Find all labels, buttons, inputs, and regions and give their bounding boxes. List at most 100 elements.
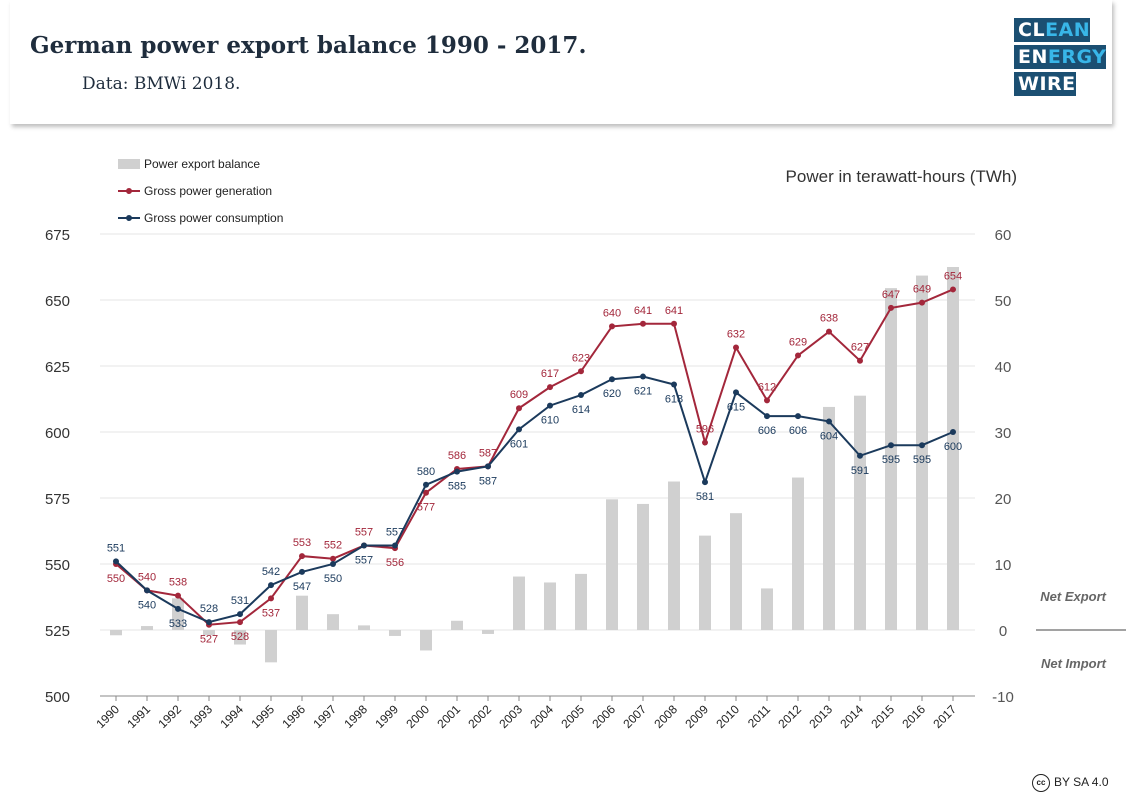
unit-label: Power in terawatt-hours (TWh) — [786, 167, 1017, 186]
y-right-tick-label: 50 — [995, 293, 1012, 310]
generation-data-label: 640 — [603, 307, 621, 319]
export-balance-bar — [110, 630, 122, 636]
consumption-point — [764, 413, 770, 420]
consumption-data-label: 585 — [448, 481, 466, 493]
generation-data-label: 609 — [510, 389, 528, 401]
export-balance-bar — [699, 535, 711, 630]
consumption-point — [485, 463, 491, 470]
consumption-point — [516, 426, 522, 433]
export-balance-bar — [947, 267, 959, 630]
consumption-data-label: 606 — [758, 425, 776, 437]
legend-label: Gross power generation — [144, 184, 272, 198]
generation-data-label: 586 — [448, 450, 466, 462]
consumption-data-label: 610 — [541, 415, 559, 427]
export-balance-bar — [451, 620, 463, 630]
generation-data-label: 528 — [231, 631, 249, 643]
generation-data-label: 556 — [386, 557, 404, 569]
consumption-point — [330, 561, 336, 567]
consumption-data-label: 557 — [355, 555, 373, 567]
generation-point — [640, 320, 646, 327]
generation-data-label: 527 — [200, 634, 218, 646]
export-balance-bar — [544, 582, 556, 630]
x-tick-label: 1995 — [248, 702, 277, 731]
generation-data-label: 553 — [293, 537, 311, 549]
x-tick-label: 2013 — [806, 702, 835, 731]
export-balance-bar — [885, 288, 897, 630]
x-tick-label: 2006 — [589, 702, 618, 731]
legend-label: Power export balance — [144, 157, 260, 171]
consumption-data-label: 618 — [665, 393, 683, 405]
consumption-point — [268, 582, 274, 589]
export-balance-bar — [203, 630, 215, 636]
y-left-tick-label: 600 — [45, 425, 70, 442]
y-right-tick-label: 60 — [995, 227, 1012, 244]
consumption-data-label: 547 — [293, 581, 311, 593]
y-right-tick-label: 30 — [995, 425, 1012, 442]
consumption-data-label: 528 — [200, 603, 218, 615]
generation-point — [268, 595, 274, 602]
consumption-point — [547, 402, 553, 409]
export-balance-bar — [358, 625, 370, 630]
generation-point — [175, 592, 181, 599]
export-balance-bar — [637, 503, 649, 630]
generation-point — [702, 439, 708, 446]
generation-data-label: 540 — [138, 571, 156, 583]
consumption-point — [950, 429, 956, 435]
generation-point — [826, 328, 832, 335]
x-tick-label: 1996 — [279, 702, 308, 731]
consumption-line — [115, 375, 954, 624]
x-tick-label: 2007 — [620, 702, 649, 731]
generation-data-label: 638 — [820, 313, 838, 325]
logo-row-clean: CLEAN — [1014, 18, 1091, 42]
consumption-point — [640, 373, 646, 380]
consumption-data-label: 600 — [944, 441, 962, 453]
consumption-point — [919, 442, 925, 449]
y-right-tick-label: 20 — [995, 491, 1012, 508]
export-balance-bar — [327, 614, 339, 630]
consumption-data-label: 620 — [603, 388, 621, 400]
consumption-data-label: 550 — [324, 573, 342, 585]
generation-data-label: 641 — [665, 305, 683, 317]
generation-point — [764, 397, 770, 404]
page-subtitle: Data: BMWi 2018. — [82, 74, 241, 94]
y-left-tick-label: 550 — [45, 557, 70, 574]
y-left-tick-label: 575 — [45, 491, 70, 508]
license: cc BY SA 4.0 — [1032, 774, 1109, 792]
export-balance-bar — [761, 588, 773, 630]
export-balance-bar — [296, 595, 308, 630]
generation-point — [733, 344, 739, 351]
x-tick-label: 2005 — [558, 702, 587, 731]
consumption-data-label: 581 — [696, 491, 714, 503]
legend-label: Gross power consumption — [144, 211, 283, 225]
consumption-data-label: 587 — [479, 475, 497, 487]
export-balance-bar — [265, 630, 277, 663]
consumption-point — [578, 392, 584, 399]
license-text: BY SA 4.0 — [1054, 775, 1109, 790]
generation-line — [115, 288, 954, 626]
consumption-point — [702, 479, 708, 486]
x-tick-label: 2001 — [434, 702, 463, 731]
consumption-data-label: 591 — [851, 465, 869, 477]
generation-point — [516, 405, 522, 412]
consumption-point — [113, 558, 119, 565]
consumption-data-label: 531 — [231, 595, 249, 607]
generation-point — [237, 619, 243, 626]
x-tick-label: 1990 — [93, 702, 122, 731]
x-tick-label: 1999 — [372, 702, 401, 731]
consumption-data-label: 595 — [913, 454, 931, 466]
logo-row-wire: WIRE — [1014, 72, 1076, 96]
x-tick-label: 1998 — [341, 702, 370, 731]
consumption-point — [206, 619, 212, 626]
consumption-point — [361, 542, 367, 549]
consumption-data-label: 614 — [572, 404, 590, 416]
x-tick-label: 2000 — [403, 702, 432, 731]
consumption-data-label: 606 — [789, 425, 807, 437]
consumption-data-label: 533 — [169, 618, 187, 630]
generation-data-label: 538 — [169, 577, 187, 589]
generation-data-label: 577 — [417, 502, 435, 514]
generation-data-label: 587 — [479, 447, 497, 459]
export-balance-bar — [792, 477, 804, 630]
generation-data-label: 612 — [758, 381, 776, 393]
export-balance-bar — [234, 630, 246, 645]
generation-data-label: 649 — [913, 284, 931, 296]
